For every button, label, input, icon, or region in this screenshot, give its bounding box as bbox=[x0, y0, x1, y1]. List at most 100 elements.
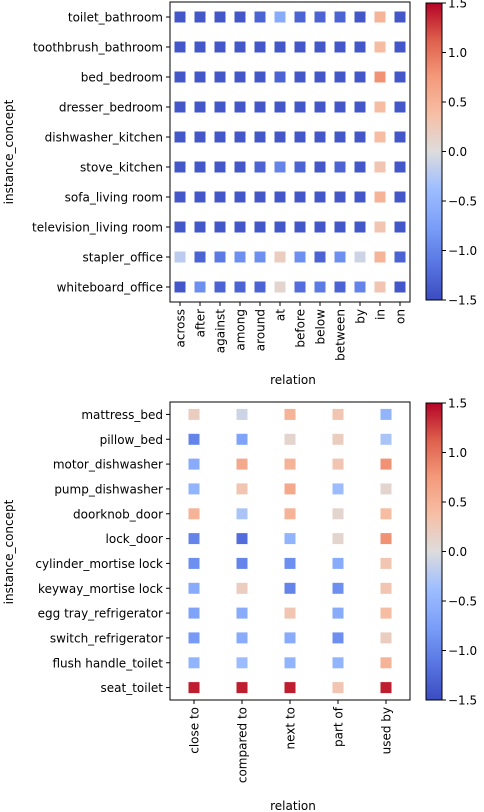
heatmap-1-cell-toilet-bathroom-between bbox=[334, 11, 346, 23]
heatmap-1-x-tick-label: on bbox=[394, 309, 408, 324]
heatmap-1-x-tick-label: before bbox=[294, 309, 308, 348]
heatmap-2-cell-lock-door-compared-to bbox=[236, 533, 248, 545]
heatmap-2-x-tick-label: close to bbox=[188, 707, 202, 754]
heatmap-1-colorbar-tick-label: −1.0 bbox=[448, 244, 477, 258]
heatmap-1-colorbar-tick-label: 0.5 bbox=[448, 96, 467, 110]
heatmap-2-colorbar-ticks: 1.5 1.0 0.5 0.0 −0.5 −1.0 −1.5 bbox=[442, 397, 477, 708]
heatmap-1-cell-stove-kitchen-before bbox=[294, 161, 306, 173]
heatmap-1-cell-toothbrush-bathroom-at bbox=[274, 41, 286, 53]
heatmap-1-cell-whiteboard-office-at bbox=[274, 281, 286, 293]
heatmap-1-x-tick-label: against bbox=[214, 309, 228, 354]
heatmap-1-cell-bed-bedroom-around bbox=[254, 71, 266, 83]
heatmap-2-y-tick-label: doorknob_door bbox=[73, 507, 163, 521]
heatmap-1-cell-television-living-room-before bbox=[294, 221, 306, 233]
heatmap-1-cell-stove-kitchen-between bbox=[334, 161, 346, 173]
heatmap-1-colorbar-ticks: 1.5 1.0 0.5 0.0 −0.5 −1.0 −1.5 bbox=[442, 0, 477, 308]
heatmap-1-cell-sofa-living-room-before bbox=[294, 191, 306, 203]
heatmap-1-cell-whiteboard-office-by bbox=[354, 281, 366, 293]
heatmap-2-cell-doorknob-door-close-to bbox=[188, 508, 200, 520]
heatmap-2-colorbar-tick-label: 0.5 bbox=[448, 496, 467, 510]
heatmap-1-cell-toilet-bathroom-among bbox=[234, 11, 246, 23]
heatmap-1-cell-bed-bedroom-in bbox=[374, 71, 386, 83]
heatmap-2-cell-cylinder-mortise-lock-close-to bbox=[188, 557, 200, 569]
heatmap-2-cell-motor-dishwasher-close-to bbox=[188, 458, 200, 470]
heatmap-1-cell-television-living-room-around bbox=[254, 221, 266, 233]
heatmap-2-cell-switch-refrigerator-used-by bbox=[380, 632, 392, 644]
heatmap-2-y-tick-label: switch_refrigerator bbox=[50, 631, 163, 645]
heatmap-1-cell-television-living-room-among bbox=[234, 221, 246, 233]
heatmap-2-colorbar-tick-label: −0.5 bbox=[448, 595, 477, 609]
heatmap-1-cell-stapler-office-after bbox=[194, 251, 206, 263]
heatmap-1-cell-television-living-room-below bbox=[314, 221, 326, 233]
heatmap-1-x-tick-label: across bbox=[174, 309, 188, 347]
heatmap-1-cell-television-living-room-in bbox=[374, 221, 386, 233]
heatmap-1-cell-stapler-office-on bbox=[394, 251, 406, 263]
heatmap-1-cell-stove-kitchen-against bbox=[214, 161, 226, 173]
heatmap-1-cell-toothbrush-bathroom-against bbox=[214, 41, 226, 53]
heatmap-1-cell-bed-bedroom-against bbox=[214, 71, 226, 83]
heatmap-1-cell-bed-bedroom-before bbox=[294, 71, 306, 83]
heatmap-2-cell-seat-toilet-part-of bbox=[332, 682, 344, 694]
heatmap-1-y-tick-label: stove_kitchen bbox=[80, 161, 163, 175]
heatmap-1-cell-toothbrush-bathroom-around bbox=[254, 41, 266, 53]
heatmap-2-cell-flush-handle-toilet-part-of bbox=[332, 657, 344, 669]
heatmap-1-x-axis-label: relation bbox=[270, 373, 316, 387]
heatmap-2-y-tick-label: egg tray_refrigerator bbox=[38, 607, 163, 621]
heatmap-panel-2: mattress_bed pillow_bed motor_dishwasherpu… bbox=[2, 397, 477, 812]
heatmap-1-cell-sofa-living-room-around bbox=[254, 191, 266, 203]
heatmap-1-cell-television-living-room-at bbox=[274, 221, 286, 233]
heatmap-1-cell-bed-bedroom-after bbox=[194, 71, 206, 83]
heatmap-1-x-ticks: across after against among around at before bel… bbox=[174, 302, 408, 361]
heatmap-1-cell-stove-kitchen-across bbox=[174, 161, 186, 173]
heatmap-1-cell-dresser-bedroom-by bbox=[354, 101, 366, 113]
heatmap-1-cell-sofa-living-room-across bbox=[174, 191, 186, 203]
heatmap-1-cell-toilet-bathroom-in bbox=[374, 11, 386, 23]
heatmap-2-y-tick-label: keyway_mortise lock bbox=[38, 582, 163, 596]
heatmap-1-cell-bed-bedroom-at bbox=[274, 71, 286, 83]
heatmap-1-cell-dishwasher-kitchen-across bbox=[174, 131, 186, 143]
heatmap-2-cell-doorknob-door-part-of bbox=[332, 508, 344, 520]
heatmap-1-cell-sofa-living-room-on bbox=[394, 191, 406, 203]
heatmap-1-cell-bed-bedroom-between bbox=[334, 71, 346, 83]
heatmap-2-cell-keyway-mortise-lock-part-of bbox=[332, 582, 344, 594]
heatmap-2-colorbar-tick-label: 0.0 bbox=[448, 545, 467, 559]
heatmap-1-y-tick-label: television_living room bbox=[32, 221, 163, 235]
heatmap-2-cell-lock-door-used-by bbox=[380, 533, 392, 545]
heatmap-1-cell-dishwasher-kitchen-between bbox=[334, 131, 346, 143]
heatmap-1-cell-dishwasher-kitchen-around bbox=[254, 131, 266, 143]
heatmap-1-cell-dishwasher-kitchen-before bbox=[294, 131, 306, 143]
heatmap-2-cell-motor-dishwasher-compared-to bbox=[236, 458, 248, 470]
heatmap-1-cell-stapler-office-before bbox=[294, 251, 306, 263]
heatmap-1-cell-stapler-office-around bbox=[254, 251, 266, 263]
heatmap-2-y-tick-label: pump_dishwasher bbox=[54, 482, 163, 496]
heatmap-2-x-ticks: close to compared to next to part of used by bbox=[188, 700, 394, 783]
heatmap-1-cell-stove-kitchen-around bbox=[254, 161, 266, 173]
heatmap-2-y-tick-label: seat_toilet bbox=[101, 681, 164, 695]
heatmap-2-cell-egg-tray-refrigerator-compared-to bbox=[236, 607, 248, 619]
heatmap-2-cell-keyway-mortise-lock-close-to bbox=[188, 582, 200, 594]
heatmap-1-colorbar-tick-label: 1.5 bbox=[448, 0, 467, 11]
heatmap-1-cell-dresser-bedroom-before bbox=[294, 101, 306, 113]
heatmap-2-cell-doorknob-door-compared-to bbox=[236, 508, 248, 520]
heatmap-2-cell-motor-dishwasher-used-by bbox=[380, 458, 392, 470]
heatmap-2-cell-switch-refrigerator-compared-to bbox=[236, 632, 248, 644]
heatmap-1-cell-dresser-bedroom-between bbox=[334, 101, 346, 113]
heatmap-1-x-tick-label: between bbox=[334, 309, 348, 361]
heatmap-2-cell-doorknob-door-used-by bbox=[380, 508, 392, 520]
heatmap-1-y-ticks: toilet_bathroom toothbrush_bathroom bed_be… bbox=[32, 11, 170, 295]
heatmap-1-cell-stove-kitchen-in bbox=[374, 161, 386, 173]
heatmap-1-cell-dishwasher-kitchen-among bbox=[234, 131, 246, 143]
heatmap-1-cell-stapler-office-by bbox=[354, 251, 366, 263]
heatmap-1-cell-sofa-living-room-against bbox=[214, 191, 226, 203]
heatmap-1-cell-dresser-bedroom-against bbox=[214, 101, 226, 113]
heatmap-1-colorbar bbox=[425, 2, 443, 301]
heatmap-1-y-tick-label: whiteboard_office bbox=[57, 281, 163, 295]
heatmap-1-cell-stapler-office-below bbox=[314, 251, 326, 263]
heatmap-1-cell-toothbrush-bathroom-on bbox=[394, 41, 406, 53]
heatmap-2-cell-seat-toilet-used-by bbox=[380, 682, 392, 694]
heatmap-2-cells bbox=[188, 408, 392, 694]
heatmap-2-cell-mattress-bed-compared-to bbox=[236, 408, 248, 420]
heatmap-1-x-tick-label: by bbox=[354, 309, 368, 324]
heatmap-1-cell-stapler-office-among bbox=[234, 251, 246, 263]
heatmap-1-cells bbox=[174, 11, 406, 293]
